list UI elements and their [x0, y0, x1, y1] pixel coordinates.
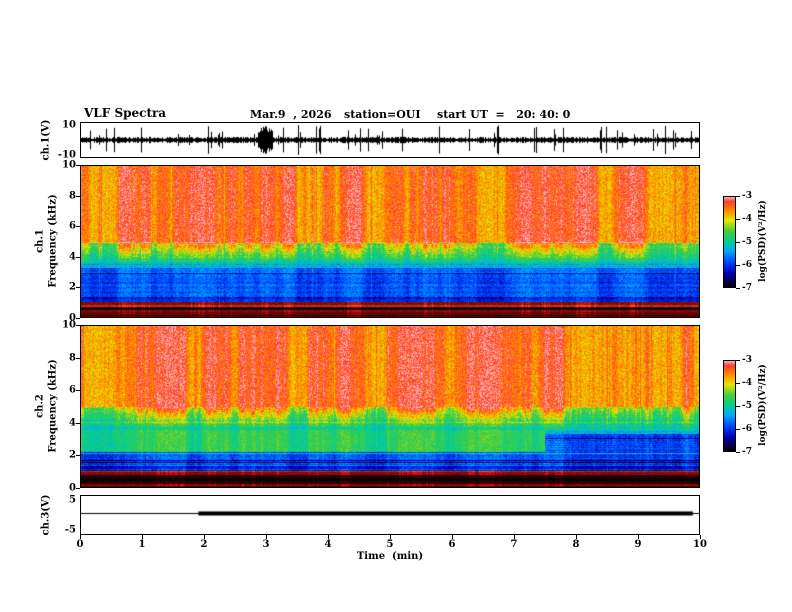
- x-tick-mark: [142, 535, 143, 539]
- colorbar-ch1-label: log(PSD)(V²/Hz): [758, 200, 768, 282]
- ch2-spec-tick-mark: [76, 357, 80, 359]
- ch1-spec-tick-label: 4: [69, 251, 76, 263]
- colorbar-tick-mark: [736, 452, 740, 453]
- ch1-spec-tick-mark: [76, 195, 80, 197]
- ch2-spectrogram-canvas: [81, 326, 699, 487]
- ch2-spec-tick-label: 0: [69, 482, 76, 494]
- colorbar-tick-label: -3: [742, 355, 752, 365]
- ch1-spectrogram-canvas: [81, 166, 699, 317]
- ch2-spec-tick-mark: [76, 390, 80, 392]
- ch2-spectrogram-panel: [80, 325, 700, 488]
- colorbar-ch2: [723, 360, 736, 452]
- ch1-spec-tick-mark: [76, 226, 80, 228]
- station-label: station=OUI: [344, 108, 421, 121]
- x-tick-mark: [452, 535, 453, 539]
- x-axis-label: Time (min): [356, 551, 424, 562]
- x-tick-label: 2: [200, 539, 208, 550]
- ch2-spec-ylabel-channel: ch.2: [34, 394, 46, 418]
- ch2-spec-tick-mark: [76, 422, 80, 424]
- colorbar-tick-label: -7: [742, 447, 752, 457]
- ch3-tick-top: 5: [69, 494, 76, 506]
- ch1-spec-tick-label: 2: [69, 281, 76, 293]
- ch2-spec-tick-mark: [76, 455, 80, 457]
- x-tick-mark: [576, 535, 577, 539]
- colorbar-tick-label: -3: [742, 191, 752, 201]
- colorbar-ch2-gradient: [724, 361, 735, 451]
- ch1-spec-tick-label: 6: [69, 220, 76, 232]
- x-tick-label: 5: [386, 539, 394, 550]
- ch1-wave-tick-top: 10: [62, 119, 76, 131]
- ch1-spectrogram-panel: [80, 165, 700, 318]
- ch2-spec-tick-mark: [76, 488, 80, 489]
- x-tick-label: 1: [138, 539, 146, 550]
- colorbar-tick-mark: [736, 242, 740, 243]
- x-tick-mark: [204, 535, 205, 539]
- x-tick-mark: [80, 535, 81, 539]
- ch2-spec-tick-label: 6: [69, 384, 76, 396]
- start-ut-label: start UT = 20: 40: 0: [437, 108, 571, 121]
- x-tick-label: 4: [324, 539, 332, 550]
- x-tick-label: 10: [693, 539, 707, 550]
- ch1-spec-tick-label: 10: [62, 159, 76, 171]
- x-tick-label: 9: [634, 539, 642, 550]
- colorbar-tick-label: -5: [742, 401, 752, 411]
- ch2-spec-tick-mark: [76, 325, 80, 326]
- x-tick-mark: [700, 535, 701, 539]
- ch1-waveform-canvas: [81, 123, 699, 157]
- colorbar-tick-mark: [736, 265, 740, 266]
- x-tick-mark: [638, 535, 639, 539]
- ch1-spec-tick-label: 0: [69, 312, 76, 324]
- ch1-spec-tick-mark: [76, 287, 80, 289]
- colorbar-ch1-gradient: [724, 197, 735, 287]
- x-tick-mark: [266, 535, 267, 539]
- ch1-spec-tick-label: 8: [69, 190, 76, 202]
- ch1-spec-tick-mark: [76, 256, 80, 258]
- date-label: Mar.9 , 2026: [250, 108, 332, 121]
- colorbar-tick-label: -7: [742, 283, 752, 293]
- x-tick-mark: [390, 535, 391, 539]
- x-tick-label: 6: [448, 539, 456, 550]
- x-tick-mark: [328, 535, 329, 539]
- ch2-spec-ylabel-frequency: Frequency (kHz): [47, 359, 59, 453]
- colorbar-tick-mark: [736, 383, 740, 384]
- colorbar-ch1: [723, 196, 736, 288]
- plot-title: VLF Spectra: [84, 106, 167, 120]
- ch3-panel: [80, 495, 700, 535]
- colorbar-tick-label: -6: [742, 260, 752, 270]
- colorbar-ch2-label: log(PSD)(V²/Hz): [758, 364, 768, 446]
- ch1-waveform-panel: [80, 122, 700, 158]
- ch2-spec-tick-label: 10: [62, 319, 76, 331]
- colorbar-tick-mark: [736, 360, 740, 361]
- colorbar-tick-label: -5: [742, 237, 752, 247]
- ch3-canvas: [81, 496, 699, 534]
- ch1-wave-tick-bottom: -10: [57, 149, 76, 161]
- ch2-spec-tick-label: 8: [69, 352, 76, 364]
- ch3-ylabel: ch.3(V): [40, 494, 52, 536]
- colorbar-tick-label: -4: [742, 214, 752, 224]
- colorbar-tick-label: -6: [742, 424, 752, 434]
- x-tick-label: 8: [572, 539, 580, 550]
- ch1-spec-tick-mark: [76, 318, 80, 319]
- colorbar-tick-mark: [736, 219, 740, 220]
- x-tick-mark: [514, 535, 515, 539]
- x-tick-label: 0: [76, 539, 84, 550]
- colorbar-tick-mark: [736, 288, 740, 289]
- ch1-spec-ylabel-frequency: Frequency (kHz): [47, 194, 59, 288]
- ch3-tick-bottom: -5: [64, 524, 76, 536]
- ch1-wave-ylabel: ch.1(V): [40, 119, 52, 161]
- ch1-spec-tick-mark: [76, 165, 80, 166]
- x-tick-label: 3: [262, 539, 270, 550]
- ch1-spec-ylabel-channel: ch.1: [34, 229, 46, 253]
- colorbar-tick-mark: [736, 429, 740, 430]
- ch2-spec-tick-label: 2: [69, 449, 76, 461]
- ch2-spec-tick-label: 4: [69, 417, 76, 429]
- colorbar-tick-mark: [736, 196, 740, 197]
- colorbar-tick-label: -4: [742, 378, 752, 388]
- x-tick-label: 7: [510, 539, 518, 550]
- colorbar-tick-mark: [736, 406, 740, 407]
